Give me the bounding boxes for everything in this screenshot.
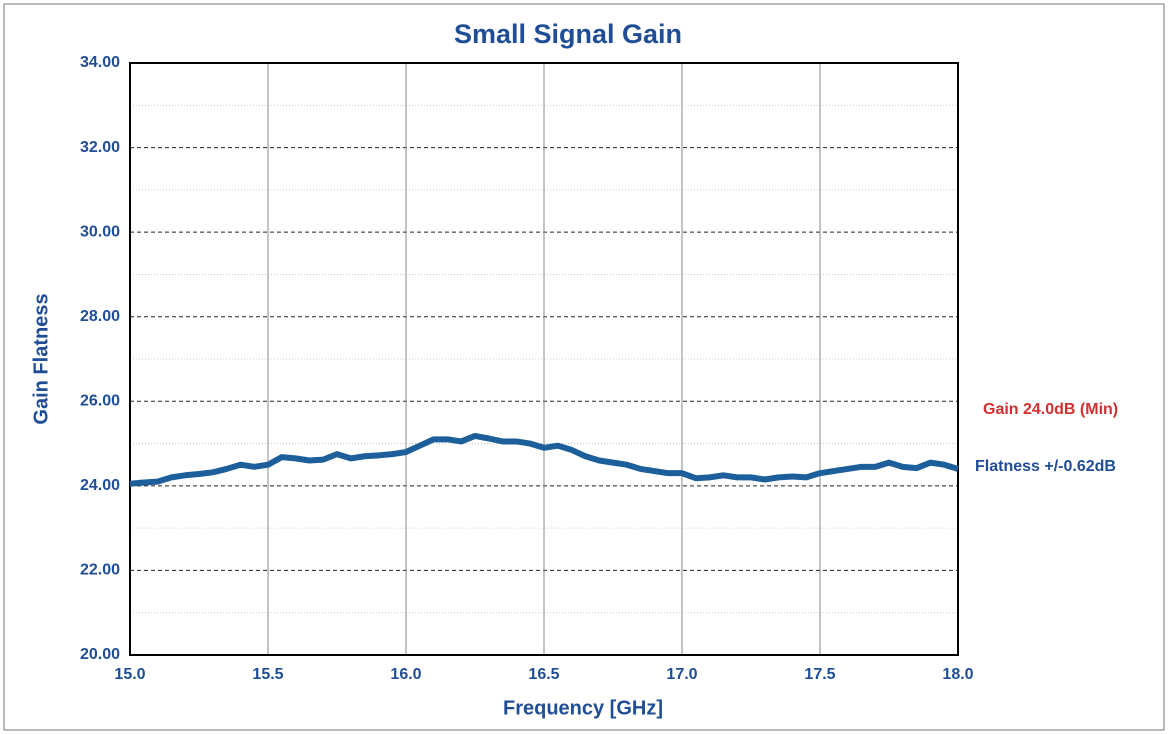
- data-line: [129, 432, 959, 487]
- annotation: Gain 24.0dB (Min): [983, 401, 1118, 418]
- x-tick-label: 15.0: [114, 666, 145, 683]
- x-tick-label: 16.0: [390, 666, 421, 683]
- y-tick-label: 30.00: [80, 223, 120, 240]
- x-tick-label: 15.5: [252, 666, 283, 683]
- x-tick-label: 17.5: [804, 666, 835, 683]
- y-tick-label: 26.00: [80, 393, 120, 410]
- frame: [3, 3, 1165, 731]
- x-tick-label: 16.5: [528, 666, 559, 683]
- y-tick-label: 34.00: [80, 54, 120, 71]
- annotation: Flatness +/-0.62dB: [975, 458, 1116, 475]
- x-tick-label: 17.0: [666, 666, 697, 683]
- y-tick-label: 28.00: [80, 308, 120, 325]
- chart-title: Small Signal Gain: [454, 19, 682, 49]
- y-tick-label: 32.00: [80, 139, 120, 156]
- y-tick-label: 22.00: [80, 562, 120, 579]
- y-axis-label: Gain Flatness: [30, 293, 52, 424]
- y-tick-label: 24.00: [80, 477, 120, 494]
- y-tick-label: 20.00: [80, 646, 120, 663]
- x-tick-label: 18.0: [942, 666, 973, 683]
- x-axis-label: Frequency [GHz]: [503, 697, 663, 719]
- plot-border: [129, 62, 959, 656]
